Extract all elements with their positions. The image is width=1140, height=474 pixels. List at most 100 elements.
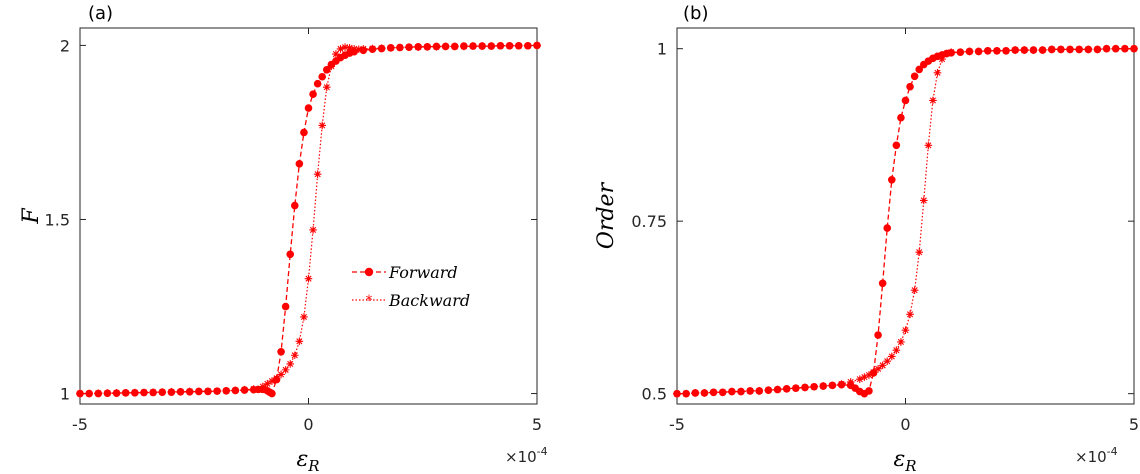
- y-tick-label: 1: [60, 385, 70, 404]
- data-point-backward: [327, 62, 336, 71]
- data-point-backward: [1057, 45, 1065, 54]
- data-point-backward: [131, 388, 139, 397]
- data-point-forward: [887, 175, 896, 184]
- data-point-forward: [313, 79, 322, 88]
- data-point-forward: [281, 302, 290, 311]
- x-axis-label-a: εR: [296, 447, 319, 474]
- data-point-backward: [1093, 45, 1102, 54]
- data-point-forward: [309, 90, 317, 98]
- data-point-backward: [281, 366, 290, 374]
- x-tick-label: -5: [72, 415, 88, 434]
- y-tick-label: 0.75: [631, 212, 667, 231]
- data-point-backward: [487, 42, 496, 50]
- data-point-backward: [1102, 44, 1111, 53]
- data-point-backward: [441, 42, 450, 51]
- data-point-forward: [322, 65, 331, 74]
- data-point-backward: [901, 326, 910, 334]
- data-point-backward: [414, 43, 422, 51]
- data-point-backward: [249, 385, 258, 393]
- data-point-forward: [906, 82, 914, 91]
- data-point-forward: [874, 331, 882, 339]
- panel-label-a: (a): [88, 3, 113, 24]
- data-point-backward: [956, 48, 965, 56]
- data-point-forward: [318, 72, 327, 81]
- data-point-backward: [1075, 45, 1083, 54]
- y-tick-label: 1.5: [45, 210, 70, 229]
- data-point-backward: [929, 96, 937, 105]
- data-point-backward: [121, 389, 130, 397]
- data-point-backward: [709, 388, 718, 397]
- data-point-backward: [737, 387, 745, 396]
- data-point-backward: [318, 121, 327, 130]
- data-point-backward: [423, 43, 432, 51]
- data-point-backward: [286, 360, 295, 368]
- data-point-backward: [846, 378, 855, 386]
- data-point-backward: [350, 45, 358, 53]
- y-tick-label: 1: [657, 40, 667, 59]
- data-point-backward: [773, 385, 782, 394]
- data-point-backward: [860, 373, 869, 381]
- data-point-backward: [496, 41, 505, 50]
- legend-marker-backward: *: [366, 293, 373, 309]
- data-point-backward: [514, 41, 523, 50]
- data-point-backward: [746, 387, 754, 395]
- data-point-backward: [368, 44, 377, 53]
- data-point-backward: [1020, 46, 1029, 54]
- y-tick-label: 0.5: [642, 385, 667, 404]
- data-point-backward: [974, 47, 983, 56]
- panel-a: (a) -5 0 5 1 1.5 2 εR F ×10-4 Forward * Backw…: [19, 3, 548, 474]
- data-point-forward: [897, 113, 905, 122]
- data-point-forward: [295, 159, 304, 168]
- legend-box: [342, 256, 507, 316]
- data-point-backward: [295, 337, 304, 346]
- data-point-backward: [887, 352, 896, 361]
- data-point-backward: [1121, 44, 1129, 53]
- data-point-backward: [460, 42, 468, 51]
- data-point-backward: [158, 388, 167, 396]
- data-point-forward: [304, 104, 313, 112]
- axes-frame-b: [676, 27, 1135, 405]
- data-point-backward: [313, 170, 322, 179]
- data-point-backward: [883, 357, 892, 366]
- data-point-forward: [883, 224, 892, 232]
- data-point-backward: [892, 346, 901, 354]
- data-point-backward: [828, 381, 837, 390]
- data-point-backward: [837, 380, 846, 388]
- data-point-forward: [915, 65, 924, 74]
- panel-label-b: (b): [683, 3, 708, 24]
- data-point-backward: [213, 387, 221, 395]
- data-point-forward: [300, 128, 308, 137]
- ticks-a: -5 0 5 1 1.5 2: [45, 28, 542, 434]
- data-point-backward: [1002, 46, 1010, 55]
- data-point-backward: [691, 389, 700, 397]
- data-point-backward: [332, 50, 340, 58]
- data-point-backward: [993, 46, 1001, 55]
- data-point-backward: [304, 274, 313, 283]
- data-point-backward: [222, 386, 231, 395]
- data-point-backward: [359, 45, 368, 53]
- data-point-backward: [755, 387, 764, 395]
- data-point-backward: [947, 48, 955, 56]
- data-point-backward: [906, 310, 914, 319]
- data-point-backward: [782, 385, 791, 393]
- data-point-backward: [386, 44, 395, 52]
- data-point-forward: [865, 387, 873, 395]
- data-point-backward: [728, 387, 736, 396]
- data-point-backward: [700, 389, 709, 397]
- x-tick-label: 0: [303, 415, 313, 434]
- data-point-backward: [85, 389, 93, 398]
- data-point-backward: [965, 47, 974, 56]
- data-point-backward: [405, 43, 413, 51]
- data-point-backward: [103, 389, 112, 398]
- data-point-backward: [915, 248, 924, 257]
- data-point-forward: [901, 96, 910, 105]
- data-point-backward: [478, 42, 486, 50]
- data-point-forward: [277, 347, 285, 356]
- data-point-backward: [176, 388, 185, 396]
- y-tick-label: 2: [60, 36, 70, 55]
- data-point-backward: [1066, 45, 1074, 54]
- data-point-backward: [204, 387, 212, 395]
- x-tick-label: 5: [1129, 415, 1139, 434]
- x-tick-label: 0: [900, 415, 910, 434]
